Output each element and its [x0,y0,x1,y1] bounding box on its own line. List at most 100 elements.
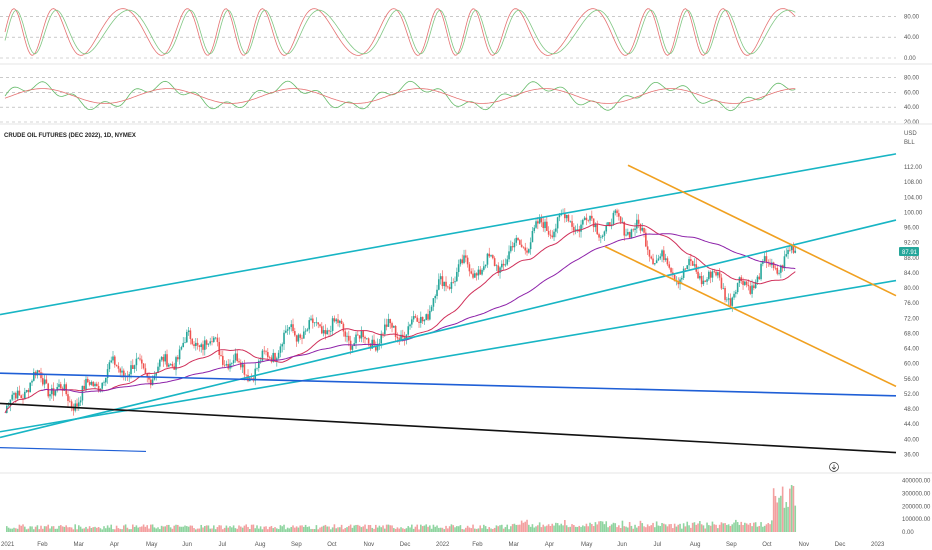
volume-bar [279,525,282,532]
volume-bar [243,525,246,532]
candle-body [634,228,636,231]
volume-bar [580,526,582,532]
candle-body [393,326,395,328]
volume-bar [27,528,30,532]
volume-bar [405,528,408,532]
volume-bar [744,522,746,532]
volume-bar [371,527,374,532]
candle-body [9,399,12,406]
moving-average-slow [40,233,796,393]
volume-bar [94,526,96,532]
volume-bar [481,528,483,532]
candle-body [259,360,262,362]
volume-bar [148,528,150,532]
candle-body [699,275,701,279]
volume-bar [256,525,258,532]
x-tick-label: Oct [762,542,772,548]
volume-bar [119,528,122,532]
volume-bar [276,528,278,532]
volume-bar [259,526,262,532]
volume-bar [461,529,464,532]
trendlines [0,153,897,454]
volume-bar [522,522,525,532]
volume-bar [310,528,312,532]
volume-bar [657,525,660,532]
volume-bar [213,525,215,532]
volume-bar [699,521,701,532]
candle-body [234,353,237,361]
volume-bar [283,524,285,532]
volume-bar [85,526,87,532]
candle-body [85,378,87,390]
x-tick-label: 2021 [1,542,15,548]
candle-body [648,249,651,257]
candle-body [673,275,676,282]
volume-bar [684,526,687,532]
candle-body [243,364,246,375]
y-tick-label: 40.00 [904,105,920,111]
candle-body [418,321,420,323]
volume-bar [511,524,514,532]
volume-bar [659,526,662,532]
candle-body [344,331,347,337]
volume-bar [781,486,784,532]
volume-bar [236,528,239,532]
volume-bar [555,522,557,532]
candle-body [339,320,341,323]
candle-body [481,269,483,275]
volume-bar [106,525,109,532]
candle-body [394,326,397,338]
volume-bar [587,526,590,532]
candle-body [652,258,654,265]
volume-bar [465,527,467,532]
candle-body [117,366,120,369]
volume-bar [508,529,510,532]
candle-body [56,387,59,391]
chart-title: CRUDE OIL FUTURES (DEC 2022), 1D, NYMEX [4,133,136,139]
candle-body [724,287,726,300]
volume-bar [326,526,329,532]
candle-body [398,338,401,340]
candle-body [396,337,399,339]
volume-bar [117,528,120,532]
x-tick-label: Apr [545,542,554,548]
candle-body [348,335,350,341]
candle-body [733,293,735,298]
candle-body [668,264,671,268]
price-tick-label: 76.00 [904,301,920,307]
candle-body [186,331,188,343]
volume-bar [601,521,604,532]
volume-bar [186,526,188,532]
volume-bar [114,529,116,532]
candle-body [546,221,548,231]
volume-bar [225,525,228,532]
volume-bar [90,528,93,532]
volume-bar [619,528,622,532]
candle-body [465,255,467,258]
goto-realtime-icon[interactable] [829,462,839,472]
candle-body [553,231,555,238]
candle-body [299,334,302,338]
volume-bar [204,526,206,532]
volume-bar [740,521,743,532]
candle-body [421,316,424,322]
candle-body [456,271,458,282]
candle-body [324,330,327,335]
volume-bar [780,495,782,532]
candle-body [178,349,181,360]
x-tick-label: Mar [509,542,519,548]
volume-bar [664,524,667,532]
candle-body [600,237,602,238]
stochastic-k-line [4,8,796,56]
candle-body [274,352,276,361]
volume-bar [682,523,685,532]
candle-body [774,267,777,269]
volume-bar [513,523,516,532]
price-tick-label: 88.00 [904,256,920,262]
price-tick-label: 68.00 [904,331,920,337]
candle-body [321,326,323,334]
candle-body [765,256,768,263]
candle-body [598,234,600,238]
volume-bar [450,524,453,532]
price-tick-label: 52.00 [904,392,920,398]
